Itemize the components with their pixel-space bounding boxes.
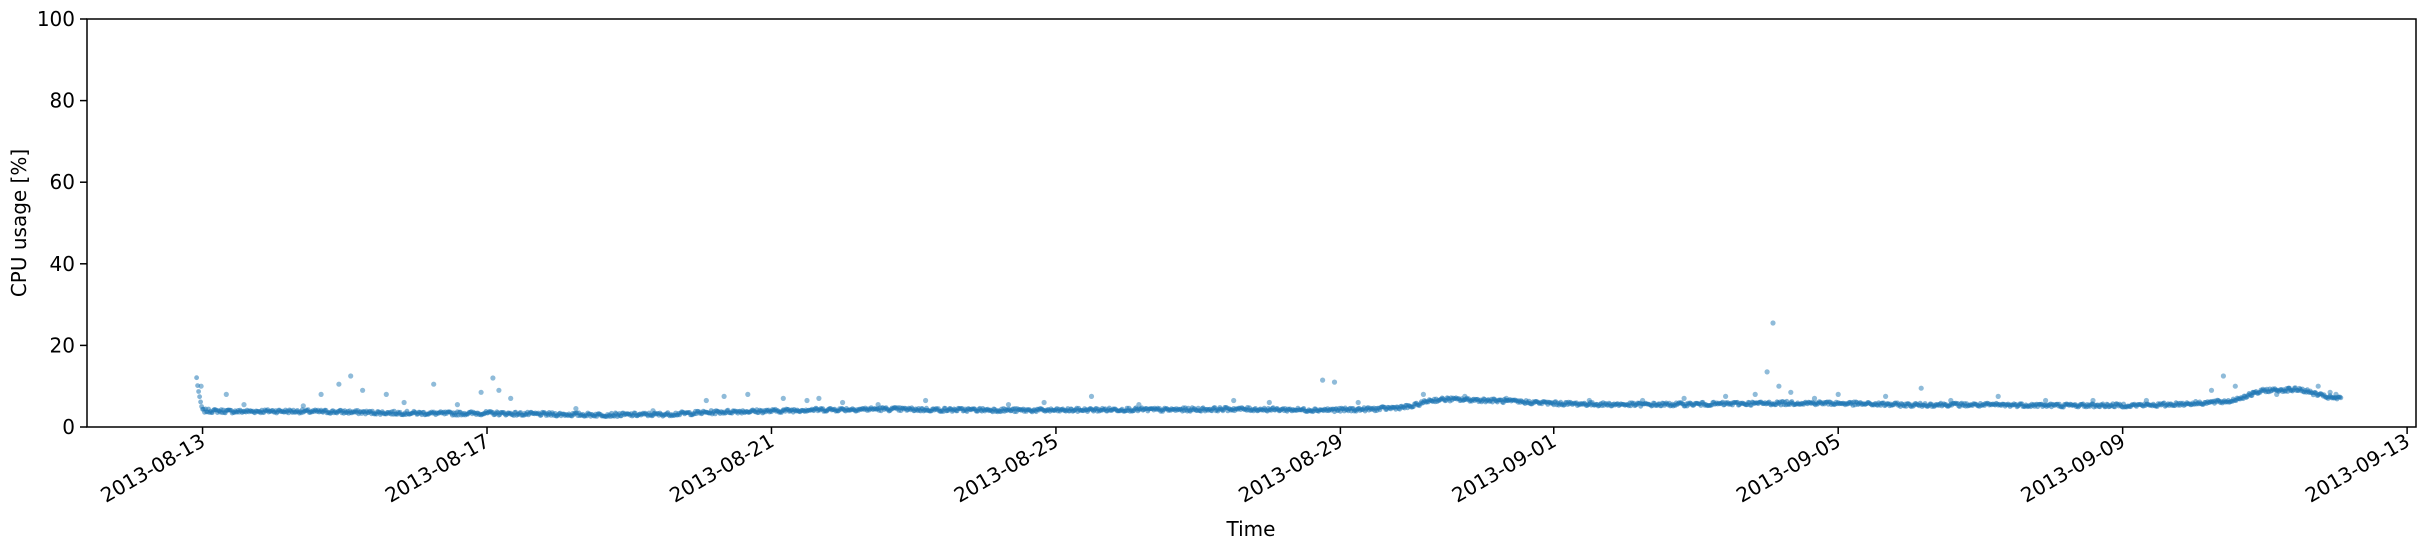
data-point xyxy=(1723,393,1729,399)
data-point xyxy=(1462,393,1468,399)
data-point xyxy=(2220,373,2226,379)
data-point xyxy=(508,395,514,401)
data-point xyxy=(2333,391,2339,397)
data-point xyxy=(650,408,656,414)
data-point xyxy=(573,406,579,412)
data-point xyxy=(780,395,786,401)
data-point xyxy=(2250,389,2256,395)
data-point xyxy=(703,397,709,404)
data-point xyxy=(875,402,881,408)
data-point xyxy=(721,393,727,399)
data-point xyxy=(1788,389,1794,395)
data-point xyxy=(490,375,496,381)
x-tick-label: 2013-09-09 xyxy=(2016,429,2129,508)
data-point xyxy=(197,394,203,400)
data-point xyxy=(2274,391,2280,397)
x-tick-label: 2013-09-01 xyxy=(1448,429,1561,508)
x-tick-label: 2013-08-29 xyxy=(1234,429,1347,508)
y-tick-label: 60 xyxy=(50,170,75,194)
data-point xyxy=(1811,395,1818,401)
data-point xyxy=(1088,393,1095,399)
data-point xyxy=(1918,385,1924,391)
data-point xyxy=(1041,399,1047,406)
data-point xyxy=(745,391,751,397)
data-point xyxy=(2208,387,2215,393)
data-point xyxy=(2338,395,2344,401)
data-point xyxy=(2327,389,2333,395)
data-point xyxy=(923,397,929,404)
data-point xyxy=(360,387,366,393)
data-point xyxy=(454,402,460,408)
data-point xyxy=(1681,395,1687,401)
data-point xyxy=(241,402,247,408)
x-tick-label: 2013-09-05 xyxy=(1732,429,1845,508)
data-point xyxy=(1995,393,2001,399)
data-point xyxy=(1764,369,1770,375)
y-tick-label: 80 xyxy=(50,89,75,113)
data-point xyxy=(1331,379,1338,385)
x-tick-label: 2013-09-13 xyxy=(2301,429,2414,508)
data-point xyxy=(300,403,306,409)
x-axis-label: Time xyxy=(1226,517,1276,541)
data-point xyxy=(2286,385,2292,391)
y-axis-label: CPU usage [%] xyxy=(7,149,31,297)
data-point xyxy=(1752,391,1758,397)
x-axis: 2013-08-13 2013-08-17 2013-08-21 2013-08-25… xyxy=(96,427,2414,508)
data-point xyxy=(1586,397,1592,404)
data-point xyxy=(2043,397,2049,404)
x-tick-label: 2013-08-25 xyxy=(950,429,1063,508)
data-point xyxy=(194,375,200,381)
data-point xyxy=(804,397,810,404)
data-point xyxy=(348,373,354,379)
data-point xyxy=(1835,391,1841,397)
data-point xyxy=(1420,391,1426,397)
data-point xyxy=(478,389,484,395)
data-point xyxy=(1320,377,1326,383)
data-point xyxy=(1503,395,1509,401)
data-point xyxy=(1883,393,1889,399)
y-tick-label: 100 xyxy=(37,7,75,31)
y-axis: 0 20 40 60 80 100 xyxy=(37,7,87,439)
data-point xyxy=(1770,320,1776,326)
data-point xyxy=(1776,383,1782,389)
data-point xyxy=(383,391,389,397)
data-point xyxy=(1948,397,1954,404)
data-point xyxy=(198,399,204,405)
x-tick-label: 2013-08-21 xyxy=(665,429,778,508)
data-point xyxy=(336,381,342,387)
y-tick-label: 0 xyxy=(62,415,75,439)
data-point xyxy=(198,383,204,389)
data-point xyxy=(431,381,437,387)
x-tick-label: 2013-08-13 xyxy=(96,429,209,508)
data-points xyxy=(194,320,2344,419)
data-point xyxy=(401,399,407,406)
data-point xyxy=(2232,383,2238,389)
data-point xyxy=(840,399,846,406)
y-tick-label: 20 xyxy=(50,333,75,357)
data-point xyxy=(1136,402,1142,408)
data-point xyxy=(496,387,502,393)
data-point xyxy=(816,395,822,401)
data-point xyxy=(318,391,324,397)
data-point xyxy=(1005,402,1012,408)
data-point xyxy=(2143,397,2149,404)
data-point xyxy=(223,391,229,397)
plot-area xyxy=(86,18,2417,428)
data-point xyxy=(1231,397,1237,404)
data-point xyxy=(1266,399,1272,406)
y-tick-label: 40 xyxy=(50,252,75,276)
data-point xyxy=(196,389,202,394)
x-tick-label: 2013-08-17 xyxy=(381,429,494,508)
data-point xyxy=(2090,397,2096,404)
data-point xyxy=(1640,397,1646,404)
data-point xyxy=(2315,383,2321,389)
data-point xyxy=(1355,399,1361,406)
